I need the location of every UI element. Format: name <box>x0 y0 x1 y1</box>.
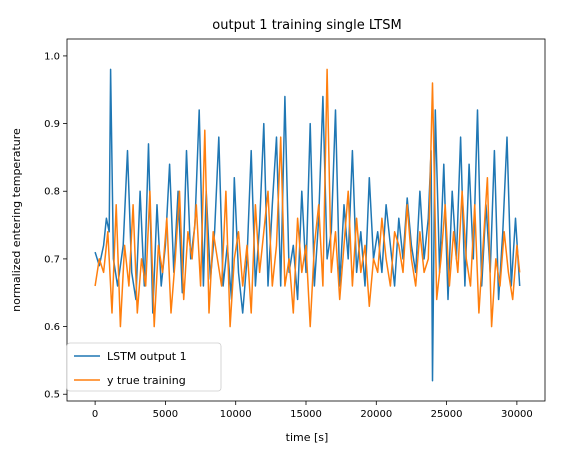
x-tick-label: 20000 <box>360 409 392 420</box>
y-tick-label: 1.0 <box>44 51 60 62</box>
series-layer <box>94 68 521 382</box>
y-tick-label: 0.7 <box>44 254 60 265</box>
chart-title: output 1 training single LTSM <box>212 18 401 33</box>
series-line-y-true-training <box>94 68 521 328</box>
y-tick-label: 0.9 <box>44 119 60 130</box>
legend-label-y-true-training: y true training <box>107 374 186 387</box>
x-axis: 0 5000 10000 15000 20000 25000 30000 <box>92 401 533 420</box>
legend: LSTM output 1 y true training <box>66 342 222 392</box>
y-tick-label: 0.8 <box>44 187 60 198</box>
y-axis-label: normalized entering temperature <box>10 128 23 312</box>
x-axis-label: time [s] <box>286 431 329 444</box>
x-tick-label: 10000 <box>220 409 252 420</box>
legend-box <box>66 342 222 392</box>
x-tick-label: 25000 <box>431 409 463 420</box>
y-axis: 0.5 0.6 0.7 0.8 0.9 1.0 <box>44 51 67 401</box>
y-tick-label: 0.6 <box>44 322 60 333</box>
y-tick-label: 0.5 <box>44 390 60 401</box>
x-tick-label: 0 <box>92 409 98 420</box>
x-tick-label: 15000 <box>290 409 322 420</box>
legend-label-lstm-output-1: LSTM output 1 <box>107 350 187 363</box>
x-tick-label: 5000 <box>153 409 178 420</box>
x-tick-label: 30000 <box>501 409 533 420</box>
